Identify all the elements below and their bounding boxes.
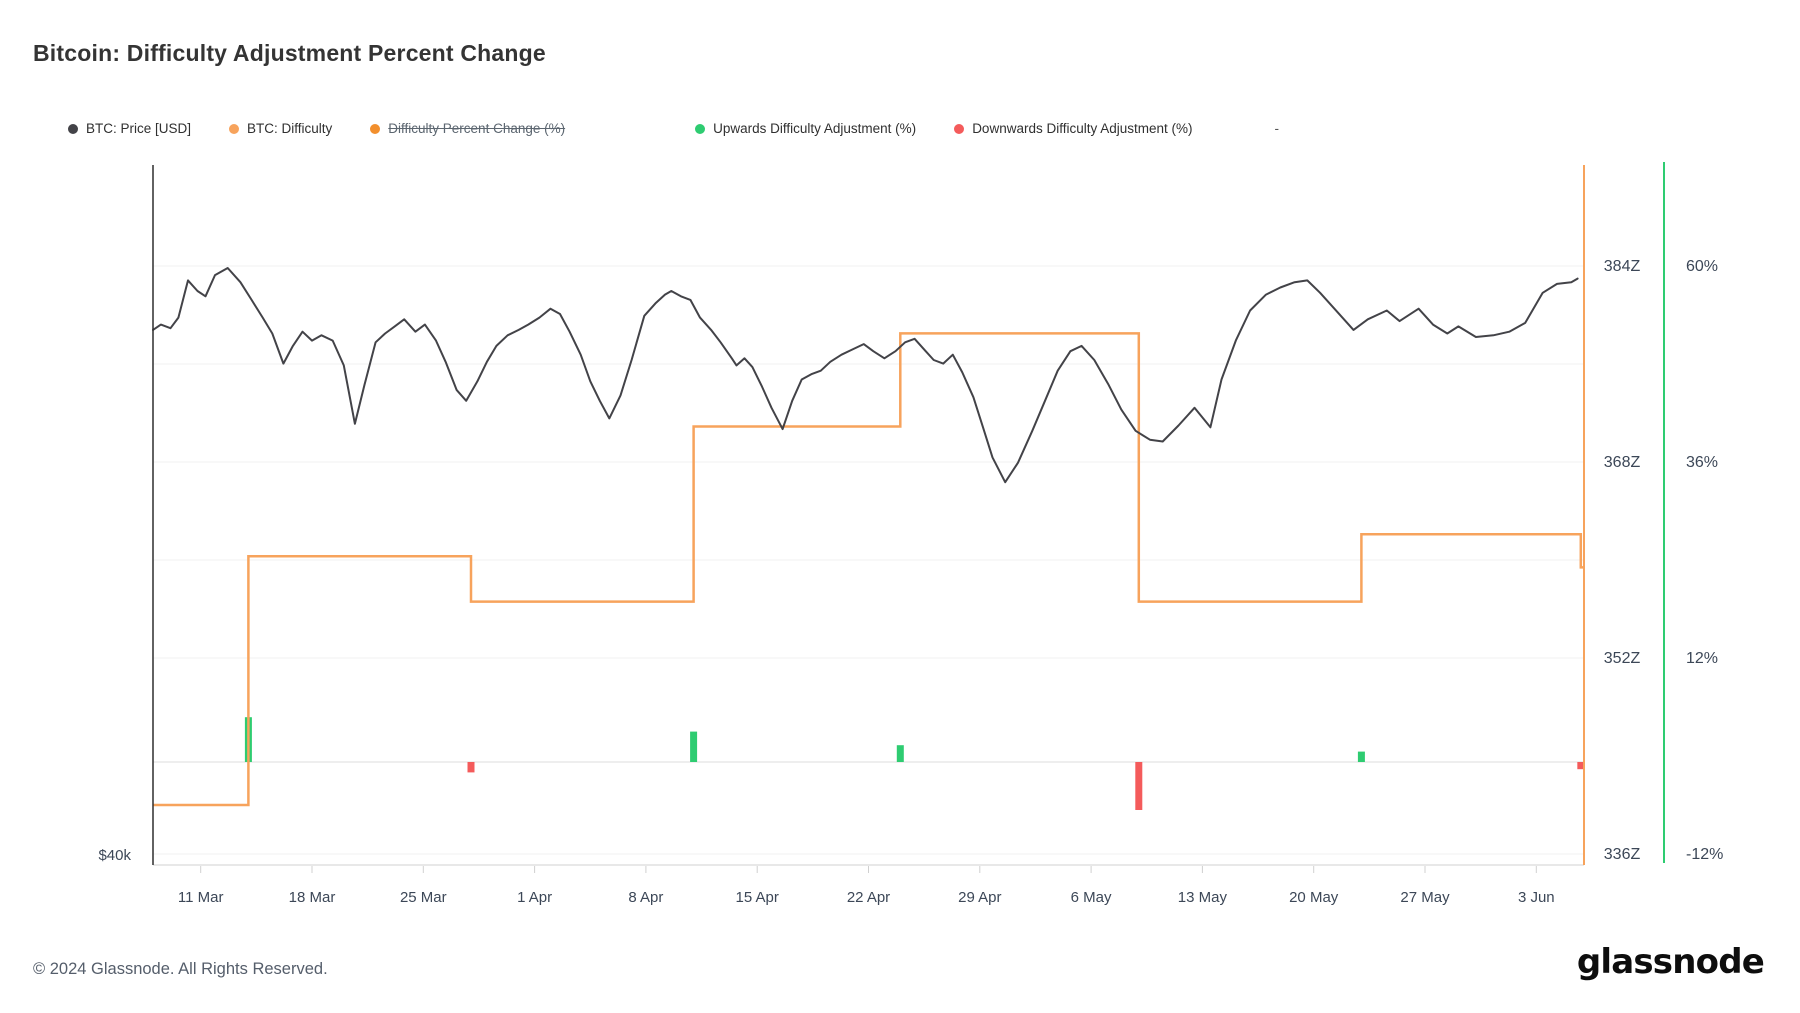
downward-adjustment-bar[interactable]	[1135, 762, 1143, 810]
upward-adjustment-bar[interactable]	[1357, 751, 1365, 762]
legend-item-label: BTC: Difficulty	[247, 121, 333, 136]
legend-item-4[interactable]: Downwards Difficulty Adjustment (%)	[954, 121, 1193, 136]
percent-tick-label: 12%	[1686, 650, 1718, 667]
difficulty-tick-label: 368Z	[1604, 454, 1641, 471]
legend-item-label: BTC: Price [USD]	[86, 121, 192, 136]
difficulty-tick-label: 352Z	[1604, 650, 1641, 667]
chart-legend: BTC: Price [USD] BTC: Difficulty Difficult…	[68, 121, 1317, 136]
difficulty-tick-label: 336Z	[1604, 846, 1641, 863]
legend-item-label: Downwards Difficulty Adjustment (%)	[972, 121, 1193, 136]
x-tick-label: 25 Mar	[400, 889, 447, 906]
percent-tick-label: 36%	[1686, 454, 1718, 471]
x-tick-label: 27 May	[1400, 889, 1450, 906]
legend-series-dot	[370, 123, 381, 134]
legend-item-1[interactable]: BTC: Difficulty	[229, 121, 332, 136]
legend-item-2[interactable]: Difficulty Percent Change (%)	[370, 121, 565, 136]
x-tick-label: 22 Apr	[847, 889, 890, 906]
x-tick-label: 20 May	[1289, 889, 1339, 906]
legend-series-dot	[695, 123, 706, 134]
legend-series-dot	[68, 123, 78, 134]
x-tick-label: 15 Apr	[736, 889, 779, 906]
legend-item-label: -	[1274, 121, 1280, 136]
price-axis-label: $40k	[98, 847, 131, 864]
upward-adjustment-bar[interactable]	[896, 745, 904, 762]
glassnode-logo: glassnode	[1576, 942, 1765, 982]
legend-item-3[interactable]: Upwards Difficulty Adjustment (%)	[695, 121, 916, 136]
difficulty-step-line[interactable]	[153, 332, 1584, 807]
x-tick-label: 1 Apr	[517, 889, 552, 906]
x-tick-label: 6 May	[1071, 889, 1112, 906]
difficulty-tick-label: 384Z	[1604, 258, 1641, 275]
percent-tick-label: 60%	[1686, 258, 1718, 275]
x-tick-label: 29 Apr	[958, 889, 1001, 906]
downward-adjustment-bar[interactable]	[467, 762, 475, 773]
legend-series-dot	[229, 123, 240, 134]
x-tick-label: 8 Apr	[628, 889, 663, 906]
page-title: Bitcoin: Difficulty Adjustment Percent C…	[33, 40, 546, 66]
x-tick-label: 3 Jun	[1518, 889, 1555, 906]
legend-item-label: Upwards Difficulty Adjustment (%)	[713, 121, 917, 136]
downward-adjustment-bar[interactable]	[1577, 762, 1585, 770]
x-tick-label: 13 May	[1178, 889, 1228, 906]
legend-item-empty[interactable]: -	[1275, 121, 1280, 136]
legend-item-0[interactable]: BTC: Price [USD]	[68, 121, 191, 136]
x-tick-label: 11 Mar	[178, 889, 224, 906]
legend-series-dot	[954, 123, 965, 134]
upward-adjustment-bar[interactable]	[690, 731, 698, 762]
legend-item-label: Difficulty Percent Change (%)	[388, 121, 566, 136]
percent-tick-label: -12%	[1686, 846, 1723, 863]
copyright-text: © 2024 Glassnode. All Rights Reserved.	[33, 960, 328, 978]
x-tick-label: 18 Mar	[289, 889, 336, 906]
price-line[interactable]	[152, 267, 1579, 484]
